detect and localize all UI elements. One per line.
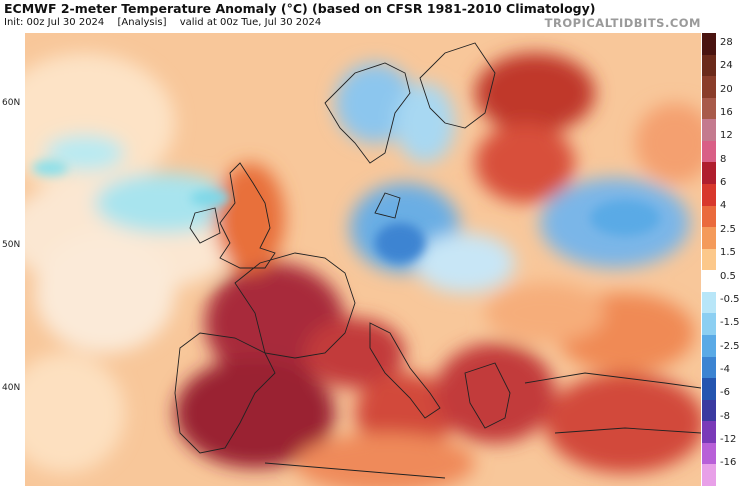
colorbar-tick-label: -12 (720, 433, 737, 445)
init-time: Init: 00z Jul 30 2024 (4, 17, 105, 28)
coastlines (174, 42, 701, 479)
colorbar-tick-label: -0.5 (720, 293, 740, 305)
colorbar-tick-label: 8 (720, 153, 727, 165)
colorbar (702, 33, 716, 486)
colorbar-segment (702, 399, 716, 422)
colorbar-segment (702, 33, 716, 56)
colorbar-segment (702, 184, 716, 207)
analysis-tag: [Analysis] (117, 17, 167, 28)
colorbar-segment (702, 313, 716, 336)
colorbar-tick-label: 20 (720, 83, 733, 95)
map-title: ECMWF 2-meter Temperature Anomaly (°C) (… (4, 1, 596, 16)
brand-watermark: TROPICALTIDBITS.COM (544, 16, 701, 30)
colorbar-tick-label: -4 (720, 363, 730, 375)
colorbar-segment (702, 97, 716, 120)
colorbar-segment (702, 227, 716, 250)
cool-patches (32, 160, 660, 263)
colorbar-segment (702, 119, 716, 142)
colorbar-tick-label: 12 (720, 130, 733, 142)
anomaly-field (25, 53, 701, 486)
valid-time: valid at 00z Tue, Jul 30 2024 (179, 17, 322, 28)
colorbar-segment (702, 291, 716, 314)
colorbar-segment (702, 270, 716, 293)
colorbar-segment (702, 76, 716, 99)
colorbar-tick-label: 2.5 (720, 223, 736, 235)
colorbar-segment (702, 162, 716, 185)
colorbar-tick-label: -16 (720, 457, 737, 469)
colorbar-segment (702, 335, 716, 358)
colorbar-tick-label: 4 (720, 200, 727, 212)
map-subtitle: Init: 00z Jul 30 2024 [Analysis] valid a… (4, 17, 331, 28)
colorbar-segment (702, 442, 716, 465)
colorbar-tick-label: -1.5 (720, 317, 740, 329)
colorbar-tick-label: 24 (720, 60, 733, 72)
lat-label-40n: 40N (2, 383, 21, 393)
colorbar-tick-label: 28 (720, 37, 733, 48)
colorbar-tick-label: 1.5 (720, 247, 736, 259)
colorbar-segment (702, 378, 716, 401)
colorbar-segment (702, 464, 716, 486)
colorbar-segment (702, 356, 716, 379)
anomaly-map (25, 33, 701, 486)
colorbar-tick-label: 0.5 (720, 270, 736, 282)
colorbar-segment (702, 205, 716, 228)
colorbar-segment (702, 248, 716, 271)
colorbar-tick-label: -2.5 (720, 340, 740, 352)
colorbar-segment (702, 421, 716, 444)
colorbar-tick-label: -8 (720, 410, 730, 422)
lat-label-60n: 60N (2, 98, 21, 108)
lat-label-50n: 50N (2, 240, 21, 250)
colorbar-segment (702, 140, 716, 163)
colorbar-tick-label: -6 (720, 387, 730, 399)
colorbar-tick-label: 6 (720, 177, 727, 189)
colorbar-tick-label: 16 (720, 107, 733, 119)
colorbar-segment (702, 54, 716, 77)
